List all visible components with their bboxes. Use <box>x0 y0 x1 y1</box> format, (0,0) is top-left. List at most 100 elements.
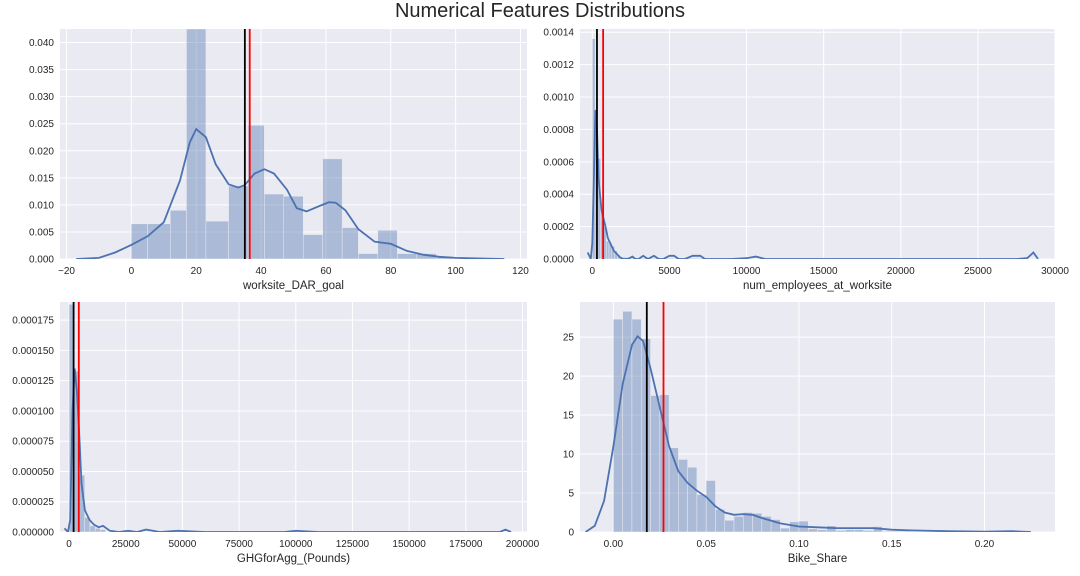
histogram-bar <box>724 520 735 532</box>
x-tick-label: −20 <box>58 266 75 277</box>
x-axis-label: Bike_Share <box>788 553 847 565</box>
x-axis-label: worksite_DAR_goal <box>242 280 344 292</box>
histogram-bar <box>94 528 101 532</box>
histogram-bar <box>397 253 417 259</box>
histogram-bar <box>678 459 688 532</box>
x-tick-label: 50000 <box>169 539 197 550</box>
y-tick-label: 0 <box>568 528 574 539</box>
plot-background <box>580 302 1055 532</box>
x-tick-label: 60 <box>320 266 332 277</box>
y-tick-label: 0.000150 <box>12 346 54 357</box>
histogram-bar <box>891 530 902 532</box>
x-axis-label: GHGforAgg_(Pounds) <box>237 553 350 565</box>
subplot-4: 0.00 0.05 0.10 0.15 0.20 0 5 10 15 20 25 Bike_Share <box>563 302 1055 565</box>
x-tick-label: 150000 <box>392 539 426 550</box>
x-tick-label: 25000 <box>964 266 992 277</box>
y-tick-label: 0.0000 <box>543 255 574 266</box>
histogram-bar <box>322 158 343 259</box>
histogram-bar <box>100 529 106 532</box>
histogram-bar <box>631 318 642 532</box>
x-tick-label: 100 <box>447 266 464 277</box>
histogram-bar <box>807 528 818 532</box>
histogram-bar <box>696 494 707 532</box>
x-tick-label: 20000 <box>887 266 915 277</box>
x-tick-label: 100000 <box>279 539 313 550</box>
histogram-bar <box>186 29 207 259</box>
histogram-bar <box>377 230 398 259</box>
histogram-bar <box>147 223 171 259</box>
x-tick-label: 75000 <box>225 539 253 550</box>
y-tick-label: 15 <box>563 411 575 422</box>
histogram-bar <box>835 530 846 532</box>
histogram-bar <box>605 240 610 259</box>
y-tick-label: 0.030 <box>29 92 54 103</box>
x-tick-label: 0.05 <box>696 539 716 550</box>
x-tick-label: 200000 <box>506 539 540 550</box>
y-tick-label: 0.025 <box>29 119 54 130</box>
x-tick-label: 0.00 <box>604 539 624 550</box>
x-tick-label: 175000 <box>449 539 483 550</box>
x-tick-label: 0.20 <box>975 539 995 550</box>
subplot-3: 0 25000 50000 75000 100000 125000 150000 175000… <box>12 302 540 565</box>
histogram-bars <box>613 311 911 532</box>
y-tick-label: 0.000075 <box>12 437 54 448</box>
histogram-bar <box>780 527 790 532</box>
histogram-bar <box>882 530 892 532</box>
y-tick-label: 0.035 <box>29 65 54 76</box>
histogram-bar <box>640 338 651 532</box>
x-tick-label: 0.10 <box>789 539 809 550</box>
histogram-bar <box>613 318 623 532</box>
histogram-bar <box>170 210 187 259</box>
histogram-bar <box>205 220 229 259</box>
histogram-bar <box>715 509 725 532</box>
figure-title: Numerical Features Distributions <box>394 0 686 22</box>
x-tick-label: 20 <box>191 266 203 277</box>
y-tick-label: 0.0010 <box>543 93 574 104</box>
x-tick-label: 15000 <box>810 266 838 277</box>
y-tick-label: 0.015 <box>29 173 54 184</box>
y-tick-label: 0.000100 <box>12 406 54 417</box>
histogram-bar <box>84 517 91 532</box>
histogram-bar <box>622 311 633 532</box>
kde-line <box>63 368 512 532</box>
y-tick-label: 25 <box>563 333 575 344</box>
histogram-bar <box>687 467 698 532</box>
x-tick-label: 10000 <box>733 266 761 277</box>
y-tick-label: 5 <box>568 489 574 500</box>
y-tick-label: 0.0012 <box>543 60 574 71</box>
x-tick-label: 0 <box>66 539 72 550</box>
x-axis-label: num_employees_at_worksite <box>743 280 892 292</box>
plot-background <box>60 29 527 259</box>
histogram-bar <box>341 227 359 259</box>
y-tick-label: 0.0002 <box>543 222 574 233</box>
histogram-bar <box>900 530 911 532</box>
x-tick-label: 25000 <box>112 539 140 550</box>
histogram-bar <box>845 529 855 532</box>
histogram-bar <box>733 516 744 532</box>
y-tick-label: 0.0006 <box>543 157 574 168</box>
y-tick-label: 0.000 <box>29 255 54 266</box>
y-tick-label: 0.0008 <box>543 125 574 136</box>
histogram-bar <box>247 125 265 259</box>
y-tick-label: 0.000175 <box>12 316 54 327</box>
x-tick-label: 0.15 <box>882 539 902 550</box>
histogram-bar <box>89 525 96 532</box>
y-tick-label: 0.0014 <box>543 28 574 39</box>
y-tick-label: 0.000050 <box>12 467 54 478</box>
y-tick-label: 20 <box>563 372 575 383</box>
y-tick-label: 0.000025 <box>12 497 54 508</box>
y-tick-label: 0.010 <box>29 200 54 211</box>
histogram-bar <box>817 529 828 532</box>
histogram-bar <box>358 253 379 259</box>
histogram-bar <box>283 195 304 259</box>
y-tick-label: 0.000125 <box>12 376 54 387</box>
plot-background <box>60 302 527 532</box>
x-tick-label: 0 <box>129 266 135 277</box>
histogram-bar <box>264 193 285 259</box>
y-tick-label: 0.040 <box>29 38 54 49</box>
kde-line <box>585 334 1031 532</box>
x-tick-label: 120 <box>512 266 529 277</box>
y-tick-label: 10 <box>563 450 575 461</box>
histogram-bar <box>854 529 865 532</box>
